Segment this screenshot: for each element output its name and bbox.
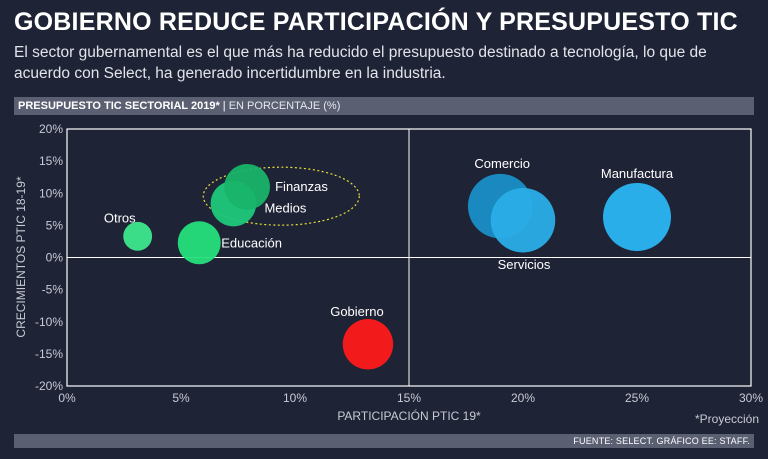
y-tick-label: 0% <box>46 251 64 265</box>
x-tick-label: 25% <box>625 391 649 405</box>
x-tick-label: 5% <box>172 391 190 405</box>
y-axis-label: CRECIMIENTOS PTIC 18-19* <box>14 176 28 337</box>
x-tick-label: 15% <box>397 391 421 405</box>
bubble-label-medios: Medios <box>264 201 306 216</box>
footer-bar: FUENTE: SELECT. GRÁFICO EE: STAFF. <box>14 434 754 448</box>
bubble-manufactura <box>603 183 671 252</box>
x-tick-label: 10% <box>283 391 307 405</box>
bubble-label-manufactura: Manufactura <box>601 166 674 181</box>
bubble-label-finanzas: Finanzas <box>275 179 328 194</box>
chart-heading-separator: | <box>219 100 229 112</box>
bubble-educacion <box>177 221 221 265</box>
bubble-servicios <box>490 187 556 253</box>
chart-header-bar: PRESUPUESTO TIC SECTORIAL 2019* | EN POR… <box>14 97 754 115</box>
bubble-label-otros: Otros <box>104 210 136 225</box>
y-tick-label: -5% <box>42 283 64 297</box>
bubble-label-comercio: Comercio <box>474 156 530 171</box>
bubble-label-educacion: Educación <box>221 236 282 251</box>
chart-unit: EN PORCENTAJE (%) <box>228 100 341 112</box>
chart-heading: PRESUPUESTO TIC SECTORIAL 2019* <box>18 100 220 112</box>
y-tick-label: 15% <box>39 154 63 168</box>
bubble-finanzas <box>224 164 270 210</box>
projection-note: *Proyección <box>695 412 760 426</box>
bubble-gobierno <box>342 319 394 370</box>
x-tick-label: 20% <box>511 391 535 405</box>
y-tick-label: -15% <box>35 347 63 361</box>
y-tick-label: 5% <box>46 218 64 232</box>
bubble-label-servicios: Servicios <box>498 257 551 272</box>
source-text: FUENTE: SELECT. GRÁFICO EE: STAFF. <box>573 436 750 446</box>
y-tick-label: -20% <box>35 379 63 393</box>
bubble-otros <box>123 221 153 251</box>
x-axis-label: PARTICIPACIÓN PTIC 19* <box>337 408 481 423</box>
x-tick-label: 0% <box>58 391 76 405</box>
y-tick-label: 10% <box>39 186 63 200</box>
page-subtitle: El sector gubernamental es el que más ha… <box>14 44 707 82</box>
bubble-label-gobierno: Gobierno <box>330 304 383 319</box>
y-tick-label: 20% <box>39 122 63 136</box>
x-tick-label: 30% <box>739 391 763 405</box>
finance-media-highlight <box>202 166 360 226</box>
page-title: GOBIERNO REDUCE PARTICIPACIÓN Y PRESUPUE… <box>14 8 738 36</box>
y-tick-label: -10% <box>35 315 63 329</box>
